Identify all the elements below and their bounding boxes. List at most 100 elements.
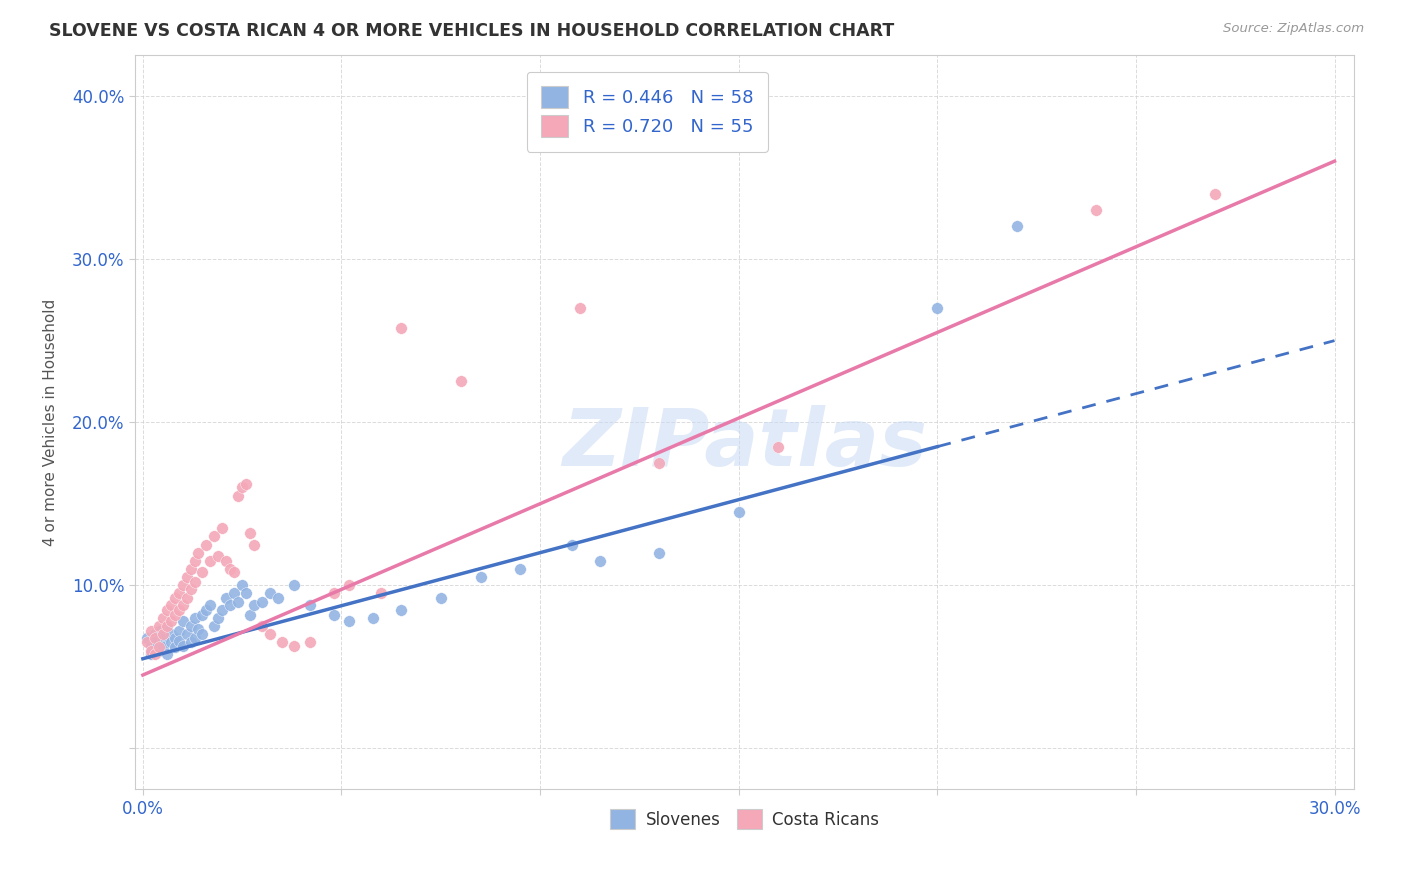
Point	[250, 619, 273, 633]
Point	[139, 639, 162, 653]
Point	[183, 575, 205, 590]
Point	[159, 627, 181, 641]
Point	[339, 614, 361, 628]
Point	[648, 456, 671, 470]
Point	[135, 635, 157, 649]
Point	[322, 586, 344, 600]
Point	[215, 554, 238, 568]
Point	[235, 586, 257, 600]
Point	[176, 627, 198, 641]
Point	[167, 633, 190, 648]
Point	[159, 598, 181, 612]
Point	[139, 624, 162, 638]
Point	[148, 640, 170, 655]
Point	[187, 546, 209, 560]
Point	[927, 301, 949, 315]
Point	[148, 624, 170, 638]
Point	[215, 591, 238, 606]
Point	[239, 526, 262, 541]
Point	[187, 623, 209, 637]
Legend: Slovenes, Costa Ricans: Slovenes, Costa Ricans	[603, 802, 886, 836]
Point	[152, 627, 174, 641]
Point	[259, 627, 281, 641]
Point	[172, 578, 194, 592]
Point	[180, 582, 202, 596]
Point	[152, 632, 174, 647]
Point	[148, 643, 170, 657]
Point	[339, 578, 361, 592]
Point	[259, 586, 281, 600]
Point	[143, 627, 166, 641]
Point	[270, 635, 292, 649]
Point	[389, 603, 412, 617]
Point	[152, 611, 174, 625]
Point	[143, 631, 166, 645]
Y-axis label: 4 or more Vehicles in Household: 4 or more Vehicles in Household	[44, 299, 58, 546]
Point	[561, 537, 583, 551]
Point	[172, 614, 194, 628]
Point	[156, 603, 179, 617]
Point	[243, 537, 266, 551]
Point	[156, 619, 179, 633]
Point	[1204, 186, 1226, 201]
Point	[191, 566, 214, 580]
Point	[167, 624, 190, 638]
Point	[183, 611, 205, 625]
Point	[207, 611, 229, 625]
Point	[152, 640, 174, 655]
Point	[250, 594, 273, 608]
Point	[139, 643, 162, 657]
Point	[219, 598, 242, 612]
Point	[1085, 203, 1108, 218]
Point	[219, 562, 242, 576]
Point	[180, 619, 202, 633]
Point	[191, 627, 214, 641]
Text: ZIPatlas: ZIPatlas	[562, 405, 927, 483]
Point	[568, 301, 591, 315]
Point	[231, 578, 253, 592]
Point	[156, 647, 179, 661]
Point	[183, 631, 205, 645]
Point	[202, 619, 225, 633]
Point	[200, 554, 222, 568]
Point	[243, 598, 266, 612]
Point	[207, 549, 229, 563]
Point	[589, 554, 612, 568]
Point	[163, 591, 186, 606]
Point	[226, 489, 249, 503]
Point	[180, 635, 202, 649]
Point	[450, 375, 472, 389]
Point	[163, 607, 186, 622]
Point	[430, 591, 453, 606]
Point	[172, 639, 194, 653]
Point	[509, 562, 531, 576]
Point	[167, 586, 190, 600]
Point	[648, 546, 671, 560]
Point	[283, 639, 305, 653]
Point	[322, 607, 344, 622]
Point	[224, 586, 246, 600]
Point	[135, 631, 157, 645]
Point	[202, 529, 225, 543]
Point	[159, 635, 181, 649]
Point	[235, 477, 257, 491]
Point	[143, 647, 166, 661]
Point	[156, 619, 179, 633]
Point	[172, 598, 194, 612]
Point	[226, 594, 249, 608]
Point	[389, 320, 412, 334]
Point	[163, 640, 186, 655]
Point	[298, 598, 321, 612]
Point	[470, 570, 492, 584]
Point	[148, 619, 170, 633]
Point	[231, 480, 253, 494]
Text: Source: ZipAtlas.com: Source: ZipAtlas.com	[1223, 22, 1364, 36]
Point	[176, 591, 198, 606]
Point	[361, 611, 384, 625]
Point	[167, 603, 190, 617]
Point	[191, 607, 214, 622]
Point	[1005, 219, 1028, 234]
Point	[370, 586, 392, 600]
Point	[211, 521, 233, 535]
Point	[727, 505, 749, 519]
